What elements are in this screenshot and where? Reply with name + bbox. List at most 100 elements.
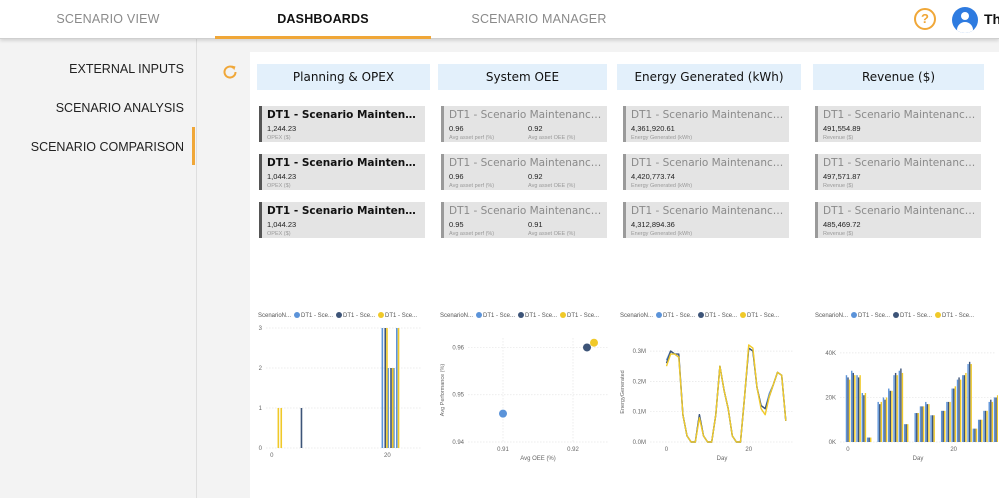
bar: [396, 328, 398, 448]
kpi-card[interactable]: DT1 - Scenario Maintenance Opti... 4,420…: [623, 154, 789, 190]
tab-scenario-view[interactable]: SCENARIO VIEW: [56, 12, 160, 26]
sidebar-item-scenario-comparison[interactable]: SCENARIO COMPARISON: [30, 140, 184, 154]
kpi-card[interactable]: DT1 - Scenario Maintenance Prio... 1,244…: [259, 106, 425, 142]
legend-item[interactable]: DT1 - Sce...: [858, 313, 891, 319]
legend-item[interactable]: DT1 - Sce...: [301, 313, 334, 319]
legend-item[interactable]: DT1 - Sce...: [900, 313, 933, 319]
bar: [870, 437, 872, 442]
kpi-card[interactable]: DT1 - Scenario Maintenance Opti... 497,5…: [815, 154, 981, 190]
chart-legend: ScenarioN... DT1 - Sce... DT1 - Sce... DT1 …: [440, 312, 599, 322]
bar: [970, 364, 972, 442]
refresh-icon[interactable]: [221, 63, 239, 81]
bar: [857, 377, 860, 442]
legend-item[interactable]: DT1 - Sce...: [705, 313, 738, 319]
bar: [894, 372, 897, 442]
bar: [896, 375, 898, 442]
tab-scenario-manager[interactable]: SCENARIO MANAGER: [471, 12, 607, 26]
legend-item[interactable]: DT1 - Sce...: [343, 313, 376, 319]
bar: [882, 397, 885, 442]
legend-title: ScenarioN...: [258, 313, 292, 319]
help-icon[interactable]: ?: [914, 8, 936, 30]
scatter-point: [590, 338, 598, 347]
bar: [993, 397, 996, 442]
legend-dot-icon: [476, 312, 483, 318]
user-icon[interactable]: [952, 7, 978, 33]
chart-legend: ScenarioN... DT1 - Sce... DT1 - Sce... DT1 …: [620, 312, 779, 322]
bar: [390, 368, 392, 448]
kpi-card[interactable]: DT1 - Scenario Maintenance Opp... 485,46…: [815, 202, 981, 238]
legend-item[interactable]: DT1 - Sce...: [483, 313, 516, 319]
legend-item[interactable]: DT1 - Sce...: [567, 313, 600, 319]
legend-dot-icon: [518, 312, 525, 318]
energy-line-chart[interactable]: 0 20 Day EnergyGenerated 0.0M 0.1M 0.2M 0.3M: [616, 322, 798, 468]
bar: [384, 328, 387, 448]
legend-item[interactable]: DT1 - Sce...: [942, 313, 975, 319]
bar: [884, 399, 886, 442]
legend-dot-icon: [935, 312, 942, 318]
y-tick-label: 20K: [825, 395, 836, 401]
card-value: 0.96: [449, 124, 464, 133]
legend-title: ScenarioN...: [620, 313, 654, 319]
scatter-point: [583, 343, 591, 352]
legend-dot-icon: [378, 312, 385, 318]
bar: [983, 410, 985, 442]
card-value: 4,361,920.61: [631, 124, 675, 133]
card-label: Energy Generated (kWh): [631, 183, 693, 189]
kpi-card[interactable]: DT1 - Scenario Maintenance Prior... 491,…: [815, 106, 981, 142]
legend-dot-icon: [851, 312, 858, 318]
card-value: 497,571.87: [823, 172, 861, 181]
series-line: [665, 347, 787, 443]
chart-legend: ScenarioN... DT1 - Sce... DT1 - Sce... DT1 …: [258, 312, 417, 322]
y-tick-label: 1: [259, 406, 263, 412]
sidebar-item-external-inputs[interactable]: EXTERNAL INPUTS: [69, 62, 184, 76]
card-label: OPEX ($): [267, 231, 291, 237]
bar: [386, 328, 388, 448]
kpi-card[interactable]: DT1 - Scenario Maintenance Prio... 0.96 A…: [441, 106, 607, 142]
card-value: 1,044.23: [267, 220, 297, 229]
card-label: Avg asset OEE (%): [528, 135, 576, 141]
y-tick-label: 0K: [829, 440, 836, 446]
bar: [933, 415, 935, 442]
card-value: 0.96: [449, 172, 464, 181]
legend-item[interactable]: DT1 - Sce...: [663, 313, 696, 319]
revenue-bar-chart[interactable]: 0K 20K 40K 0 20 Day: [812, 322, 998, 468]
card-title: DT1 - Scenario Maintenance Opt...: [449, 157, 602, 169]
active-tab-indicator: [215, 36, 431, 39]
sidebar-item-scenario-analysis[interactable]: SCENARIO ANALYSIS: [55, 101, 184, 115]
card-value: 0.92: [528, 172, 543, 181]
legend-item[interactable]: DT1 - Sce...: [747, 313, 780, 319]
bar: [981, 419, 983, 442]
kpi-card[interactable]: DT1 - Scenario Maintenance Opp... 1,044.…: [259, 202, 425, 238]
bar: [381, 328, 384, 448]
y-tick-label: 0.3M: [633, 349, 646, 355]
x-axis-label: Day: [717, 456, 728, 462]
card-value: 0.92: [528, 124, 543, 133]
legend-dot-icon: [893, 312, 900, 318]
kpi-card[interactable]: DT1 - Scenario Maintenance Opp... 4,312,…: [623, 202, 789, 238]
x-tick-label: 0: [846, 447, 850, 453]
bar: [949, 401, 951, 442]
column-header-planning-opex: Planning & OPEX: [257, 64, 430, 90]
opex-bar-chart[interactable]: 0 1 2 3 0 20: [252, 322, 430, 468]
user-name[interactable]: Th: [984, 11, 999, 27]
kpi-card[interactable]: DT1 - Scenario Maintenance Prior... 4,36…: [623, 106, 789, 142]
column-header-revenue: Revenue ($): [813, 64, 984, 90]
bar: [888, 388, 890, 442]
legend-item[interactable]: DT1 - Sce...: [385, 313, 418, 319]
oee-scatter-chart[interactable]: 0.94 0.95 0.96 0.91 0.92 Avg OEE (%) Avg Perfo…: [436, 322, 612, 468]
tab-dashboards[interactable]: DASHBOARDS: [277, 12, 369, 26]
kpi-card[interactable]: DT1 - Scenario Maintenance Opp... 0.95 Av…: [441, 202, 607, 238]
card-title: DT1 - Scenario Maintenance Prior...: [823, 109, 976, 121]
bar: [972, 428, 975, 442]
card-label: Revenue ($): [823, 231, 854, 237]
bar: [397, 328, 400, 448]
kpi-card[interactable]: DT1 - Scenario Maintenance Opt... 1,044.…: [259, 154, 425, 190]
bar: [947, 401, 950, 442]
bar: [854, 375, 856, 442]
bar: [954, 386, 957, 442]
bar: [984, 410, 987, 442]
bar: [963, 375, 966, 442]
kpi-card[interactable]: DT1 - Scenario Maintenance Opt... 0.96 Av…: [441, 154, 607, 190]
y-tick-label: 40K: [825, 351, 836, 357]
legend-item[interactable]: DT1 - Sce...: [525, 313, 558, 319]
